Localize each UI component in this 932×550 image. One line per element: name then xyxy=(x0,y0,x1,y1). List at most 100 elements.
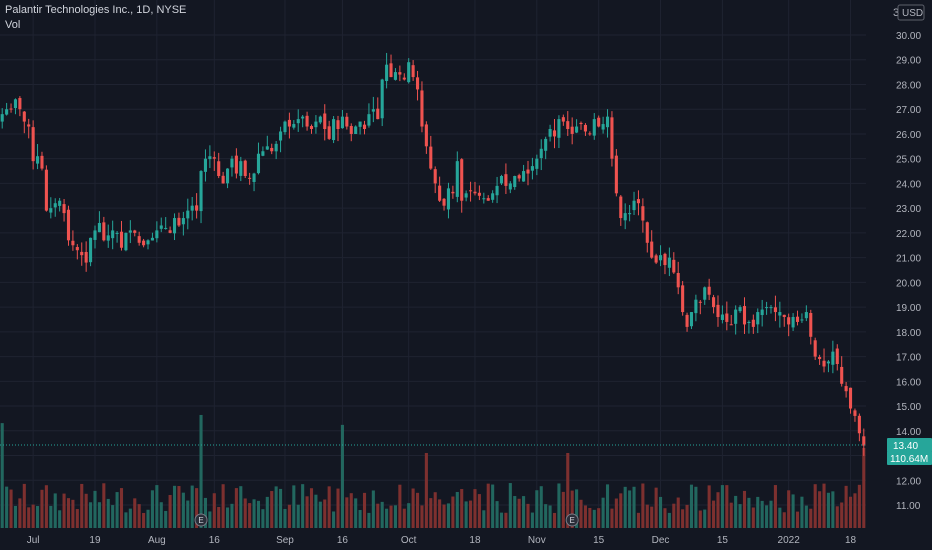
y-tick-label: 17.00 xyxy=(896,353,921,364)
volume-bar xyxy=(119,488,124,528)
candle-body xyxy=(526,169,530,174)
x-tick-label: 15 xyxy=(717,535,729,546)
volume-bar xyxy=(689,484,694,528)
candle-body xyxy=(270,147,274,152)
candle-body xyxy=(345,116,349,127)
candle-body xyxy=(274,143,278,152)
volume-bar xyxy=(336,488,340,528)
volume-bar xyxy=(261,509,265,528)
candle-body xyxy=(681,285,685,313)
candle-body xyxy=(853,410,857,416)
y-tick-label: 30.00 xyxy=(896,31,921,42)
volume-bar xyxy=(340,424,344,528)
x-tick-label: Sep xyxy=(276,535,294,546)
candle-body xyxy=(826,361,830,364)
volume-bar xyxy=(442,504,446,528)
candle-body xyxy=(623,213,627,221)
candle-body xyxy=(588,133,592,135)
candle-body xyxy=(186,210,190,219)
volume-bar xyxy=(332,511,336,528)
volume-bar xyxy=(172,485,177,528)
candle-body xyxy=(199,171,203,212)
volume-bar xyxy=(446,503,451,528)
x-tick-label: 18 xyxy=(469,535,481,546)
y-tick-label: 22.00 xyxy=(896,229,921,240)
candle-body xyxy=(539,148,543,159)
candle-body xyxy=(751,319,755,327)
y-tick-label: 11.00 xyxy=(896,501,921,512)
candle-body xyxy=(557,119,561,138)
candle-body xyxy=(804,312,808,319)
candle-body xyxy=(221,175,225,184)
volume-bar xyxy=(164,510,168,528)
volume-bar xyxy=(13,505,18,528)
volume-bar xyxy=(464,501,468,528)
candle-body xyxy=(579,122,583,125)
volume-bar xyxy=(349,493,353,528)
candle-body xyxy=(279,131,283,141)
legend-volume-label[interactable]: Vol xyxy=(5,19,21,31)
volume-bar xyxy=(623,486,627,528)
candle-body xyxy=(124,232,128,251)
volume-bar xyxy=(499,512,504,528)
volume-bar xyxy=(354,498,358,528)
x-tick-label: 2022 xyxy=(778,535,801,546)
candle-body xyxy=(265,146,269,150)
volume-bar xyxy=(751,507,755,528)
y-tick-label: 25.00 xyxy=(896,155,921,166)
volume-bar xyxy=(840,502,844,528)
grid-lines xyxy=(0,0,866,528)
candle-body xyxy=(818,357,822,360)
volume-bar xyxy=(53,493,57,528)
candle-body xyxy=(150,237,154,241)
candle-body xyxy=(301,116,305,119)
candle-body xyxy=(747,321,751,324)
candle-body xyxy=(18,98,22,110)
candle-body xyxy=(287,119,291,127)
y-tick-label: 21.00 xyxy=(896,254,921,265)
candle-body xyxy=(40,155,44,169)
volume-bar xyxy=(800,496,804,528)
volume-bar xyxy=(44,485,48,528)
candle-body xyxy=(208,156,212,160)
candle-body xyxy=(155,230,159,239)
volume-bar xyxy=(495,501,499,528)
candle-body xyxy=(106,235,110,241)
candle-body xyxy=(663,253,667,266)
volume-bar xyxy=(177,486,181,528)
volume-bar xyxy=(292,485,296,528)
candle-body xyxy=(305,115,309,127)
volume-bar xyxy=(773,485,777,528)
currency-box[interactable] xyxy=(897,4,925,21)
candle-body xyxy=(477,192,481,196)
candle-body xyxy=(636,199,641,204)
y-tick-label: 19.00 xyxy=(896,303,921,314)
volume-bar xyxy=(181,492,185,528)
candle-body xyxy=(27,124,31,127)
currency-label: USD xyxy=(902,8,923,19)
candle-body xyxy=(62,204,66,214)
candle-body xyxy=(795,316,800,322)
candle-body xyxy=(491,193,495,200)
volume-bar xyxy=(720,485,724,528)
y-axis-ticks: 30.00 29.00 28.00 27.00 26.00 25.00 24.00 23.00… xyxy=(896,31,921,512)
y-tick-label: 14.00 xyxy=(896,427,921,438)
volume-bar xyxy=(424,453,428,528)
volume-bar xyxy=(782,512,786,528)
volume-bar xyxy=(243,498,247,528)
volume-bar xyxy=(168,494,172,528)
volume-bar xyxy=(429,498,433,528)
volume-bar xyxy=(128,508,132,528)
candle-body xyxy=(13,99,18,109)
volume-bar xyxy=(628,490,632,528)
candle-body xyxy=(725,313,729,322)
candle-body xyxy=(362,124,367,129)
candle-body xyxy=(442,198,446,206)
volume-bar xyxy=(667,512,671,528)
legend-title[interactable]: Palantir Technologies Inc., 1D, NYSE xyxy=(5,4,187,16)
candle-body xyxy=(835,348,839,364)
volume-bar xyxy=(106,498,110,528)
volume-bar xyxy=(358,510,362,528)
